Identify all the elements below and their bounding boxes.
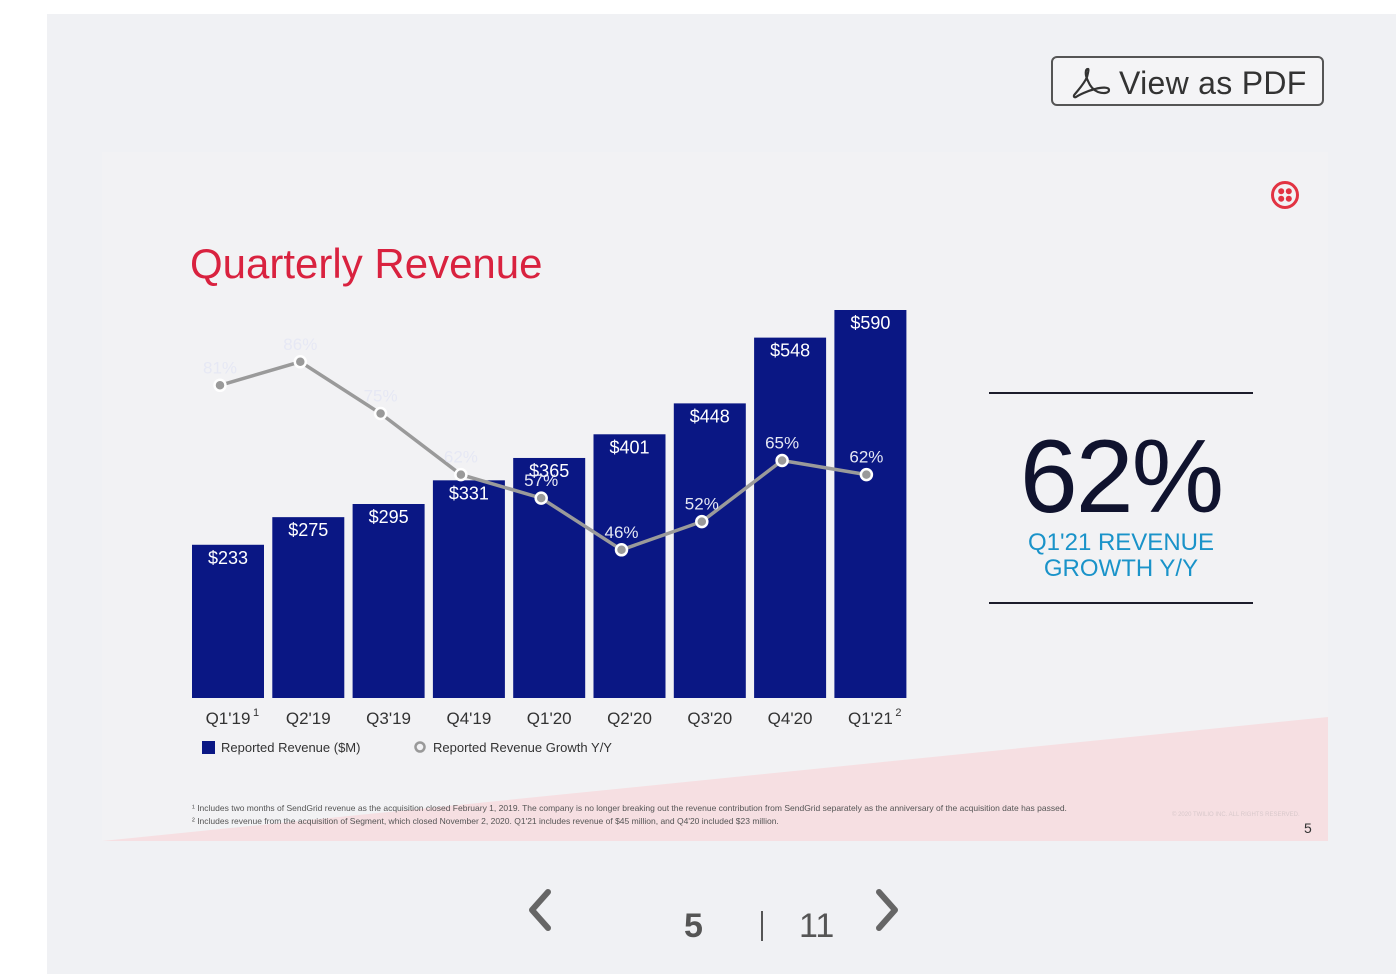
category-superscript: 2 — [895, 707, 901, 719]
category-tick-label: Q1'20 — [527, 709, 572, 728]
bar-value-label: $331 — [449, 483, 489, 503]
category-tick-label: Q1'19 — [206, 709, 251, 728]
slide: Quarterly Revenue $233 Q1'19 1 $275 Q2'19 $29… — [102, 152, 1328, 841]
growth-point — [859, 467, 874, 482]
legend-swatch-revenue — [202, 741, 215, 754]
kpi-value: 62% — [1019, 419, 1224, 535]
revenue-bar — [432, 480, 505, 698]
growth-point — [534, 491, 548, 505]
slide-title: Quarterly Revenue — [190, 240, 543, 287]
footnotes: ¹ Includes two months of SendGrid revenu… — [192, 802, 1067, 828]
legend-swatch-growth — [414, 741, 426, 753]
bar-value-label: $233 — [208, 548, 248, 568]
growth-point — [293, 355, 308, 369]
kpi-bottom-rule — [989, 602, 1253, 604]
acrobat-icon — [1072, 67, 1111, 99]
category-superscript: 1 — [253, 707, 259, 719]
kpi-caption-line1: Q1'21 REVENUE — [1028, 529, 1214, 556]
growth-value-label: 46% — [604, 523, 638, 542]
bar-value-label: $275 — [288, 520, 328, 540]
bar-value-label: $448 — [690, 406, 730, 426]
growth-value-label: 62% — [444, 448, 478, 467]
pdf-viewer: View as PDF Quarterly Revenue $233 Q1'19 1… — [47, 14, 1396, 974]
revenue-bar — [272, 517, 345, 698]
bar-value-label: $590 — [850, 313, 890, 333]
revenue-bar — [754, 337, 827, 698]
growth-point — [775, 453, 789, 468]
bar-value-label: $365 — [529, 461, 569, 481]
revenue-bar — [513, 457, 586, 698]
category-tick-label: Q2'19 — [286, 709, 331, 728]
revenue-bar — [593, 434, 666, 698]
revenue-bar — [352, 504, 425, 698]
revenue-bar — [192, 544, 264, 698]
bar-value-label: $548 — [770, 341, 810, 361]
legend-label-growth: Reported Revenue Growth Y/Y — [433, 740, 612, 755]
growth-value-label: 57% — [524, 471, 558, 490]
growth-point — [454, 467, 468, 482]
slide-page-number: 5 — [1304, 820, 1312, 836]
revenue-bar — [673, 403, 746, 698]
twilio-logo-icon — [1271, 181, 1299, 209]
pager-current-page[interactable]: 5 — [684, 907, 703, 945]
chevron-left-icon[interactable] — [524, 886, 554, 934]
growth-value-label: 65% — [765, 434, 799, 453]
revenue-bar — [834, 310, 907, 698]
growth-value-label: 75% — [364, 387, 398, 406]
growth-point — [373, 406, 388, 421]
pager-total-pages: 11 — [799, 907, 835, 945]
growth-point — [695, 514, 709, 529]
chevron-right-icon[interactable] — [873, 886, 903, 934]
category-tick-label: Q3'20 — [687, 709, 732, 728]
bar-value-label: $401 — [609, 437, 649, 457]
view-as-pdf-button[interactable]: View as PDF — [1051, 56, 1324, 106]
growth-point — [614, 543, 629, 557]
background-wedge — [102, 717, 1328, 841]
growth-value-label: 52% — [685, 495, 719, 514]
growth-value-label: 62% — [849, 448, 883, 467]
kpi-top-rule — [989, 392, 1253, 394]
growth-value-label: 81% — [203, 358, 237, 377]
footnote-1: ¹ Includes two months of SendGrid revenu… — [192, 803, 1067, 813]
pager-divider — [761, 911, 763, 941]
category-tick-label: Q3'19 — [366, 709, 411, 728]
legend-label-revenue: Reported Revenue ($M) — [221, 740, 360, 755]
bar-value-label: $295 — [369, 507, 409, 527]
footnote-2: ² Includes revenue from the acquisition … — [192, 816, 779, 826]
category-tick-label: Q2'20 — [607, 709, 652, 728]
category-tick-label: Q4'20 — [768, 709, 813, 728]
copyright: © 2020 TWILIO INC. ALL RIGHTS RESERVED. — [1172, 812, 1300, 818]
kpi-caption-line2: GROWTH Y/Y — [1043, 555, 1199, 582]
category-tick-label: Q4'19 — [446, 709, 491, 728]
view-as-pdf-label: View as PDF — [1119, 65, 1307, 101]
revenue-chart: $233 Q1'19 1 $275 Q2'19 $295 Q3'19 $331 Q4'19 $36… — [192, 310, 907, 755]
growth-value-label: 86% — [283, 335, 317, 354]
growth-point — [213, 378, 227, 393]
kpi-caption: Q1'21 REVENUE GROWTH Y/Y — [989, 530, 1253, 582]
category-tick-label: Q1'21 — [848, 709, 893, 728]
